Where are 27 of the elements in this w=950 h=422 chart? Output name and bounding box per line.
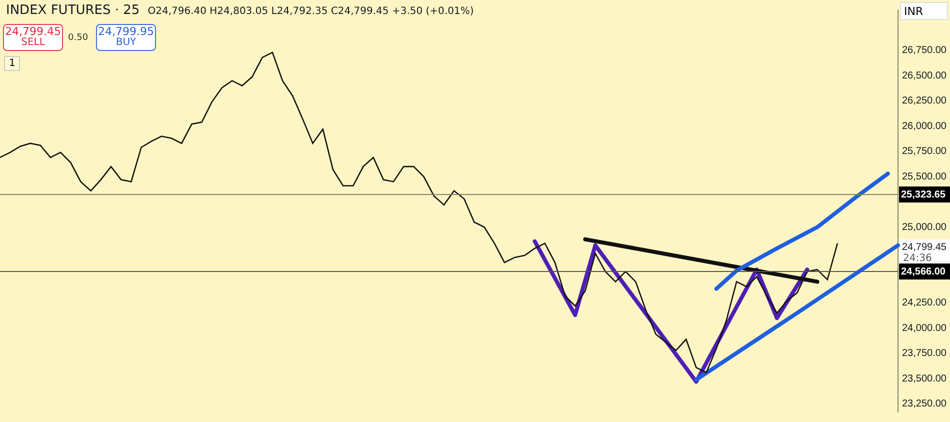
ref-line-label: 24,566.00 <box>901 266 946 278</box>
y-tick-label: 26,000.00 <box>902 120 947 132</box>
interval-dropdown: 1 <box>4 56 20 71</box>
annotation: SELL <box>20 37 46 48</box>
y-tick-label: 24,250.00 <box>902 298 947 309</box>
currency-dropdown: INR <box>900 2 948 20</box>
y-tick-label: 25,000.00 <box>902 222 947 233</box>
y-tick-label: 25,500.00 <box>902 171 947 182</box>
chart-subtitle: O24,796.40 H24,803.05 L24,792.35 C24,799.45 +3.50 (+0.01%) <box>148 6 474 17</box>
y-tick-label: 26,750.00 <box>902 45 947 56</box>
y-tick-label: 26,500.00 <box>902 70 947 82</box>
annotation: BUY <box>114 37 138 48</box>
y-tick-label: 26,250.00 <box>902 96 947 107</box>
y-tick-label: 23,500.00 <box>902 373 947 384</box>
text: 24:36 <box>903 253 932 264</box>
buy-button: 24,799.95 BUY <box>96 24 156 51</box>
annotation: 24,799.45 <box>4 25 62 38</box>
annotation: 24,799.95 <box>97 25 155 38</box>
y-tick-label: 23,750.00 <box>902 348 947 360</box>
sell-button: 24,799.45 SELL <box>3 24 63 51</box>
y-tick-label: 25,750.00 <box>902 146 947 158</box>
annotation: 0.50 <box>68 33 88 43</box>
ref-line-label: 25,323.65 <box>901 189 946 200</box>
y-tick-label: 23,250.00 <box>902 398 947 410</box>
y-tick-label: 24,000.00 <box>902 322 947 334</box>
y-tick-label: 24,799.45 <box>902 242 947 254</box>
chart-title: INDEX FUTURES · 25 <box>6 3 140 18</box>
